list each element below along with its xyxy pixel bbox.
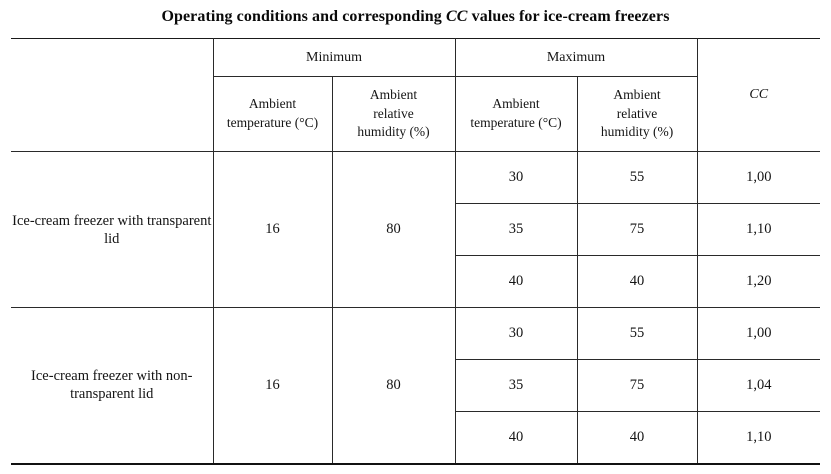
cell-max-humidity: 75 xyxy=(576,203,698,256)
table-row: 40 40 1,10 xyxy=(11,411,821,464)
table-row: 40 40 1,20 xyxy=(11,255,821,308)
row-label-transparent-lid: Ice-cream freezer with transparent lid xyxy=(11,151,214,308)
cell-min-temp: 16 xyxy=(212,151,333,308)
document-container: Operating conditions and corresponding C… xyxy=(11,0,821,465)
cell-max-humidity: 75 xyxy=(576,359,698,412)
header-row-sub: Ambient temperature (°C) Ambient relativ… xyxy=(11,76,820,152)
cell-max-humidity: 40 xyxy=(576,255,698,308)
cell-min-temp: 16 xyxy=(212,307,333,464)
cell-cc-value: 1,20 xyxy=(696,255,821,308)
cell-cc-value: 1,04 xyxy=(696,359,821,412)
cell-min-humidity: 80 xyxy=(331,151,456,308)
cell-cc-value: 1,10 xyxy=(696,203,821,256)
title-suffix: values for ice-cream freezers xyxy=(467,8,670,25)
header-cc: CC xyxy=(696,38,821,152)
header-minimum: Minimum xyxy=(212,38,456,77)
cell-max-humidity: 55 xyxy=(576,151,698,204)
header-min-ambient-humidity: Ambient relative humidity (%) xyxy=(331,76,456,152)
cell-cc-value: 1,00 xyxy=(696,151,821,204)
cell-max-temp: 30 xyxy=(454,151,578,204)
header-max-ambient-temperature: Ambient temperature (°C) xyxy=(454,76,578,152)
header-row-group: Minimum Maximum CC xyxy=(11,38,821,152)
cell-max-temp: 35 xyxy=(455,203,578,256)
cell-max-temp: 30 xyxy=(454,307,578,360)
table-row: Ice-cream freezer with transparent lid 1… xyxy=(11,151,821,308)
cell-cc-value: 1,10 xyxy=(696,411,821,464)
table-title: Operating conditions and corresponding C… xyxy=(11,7,820,27)
header-min-ambient-temperature: Ambient temperature (°C) xyxy=(213,76,333,152)
operating-conditions-table: Minimum Maximum CC Ambient temperature (… xyxy=(11,38,821,465)
table-row: 35 75 1,10 xyxy=(11,203,821,256)
table-row: 35 75 1,04 xyxy=(11,359,821,412)
header-empty-cell xyxy=(11,38,214,152)
cell-cc-value: 1,00 xyxy=(696,307,821,360)
cell-min-humidity: 80 xyxy=(331,307,456,464)
cell-max-temp: 40 xyxy=(455,411,578,464)
header-maximum: Maximum xyxy=(454,38,698,77)
cell-max-temp: 35 xyxy=(455,359,578,412)
row-label-non-transparent-lid: Ice-cream freezer with non-transparent l… xyxy=(11,307,214,464)
title-cc: CC xyxy=(445,8,468,25)
cell-max-humidity: 40 xyxy=(576,411,698,464)
title-prefix: Operating conditions and corresponding xyxy=(161,8,446,25)
header-max-ambient-humidity: Ambient relative humidity (%) xyxy=(576,76,698,152)
cell-max-temp: 40 xyxy=(455,255,578,308)
cell-max-humidity: 55 xyxy=(576,307,698,360)
table-row: Ice-cream freezer with non-transparent l… xyxy=(11,307,821,464)
